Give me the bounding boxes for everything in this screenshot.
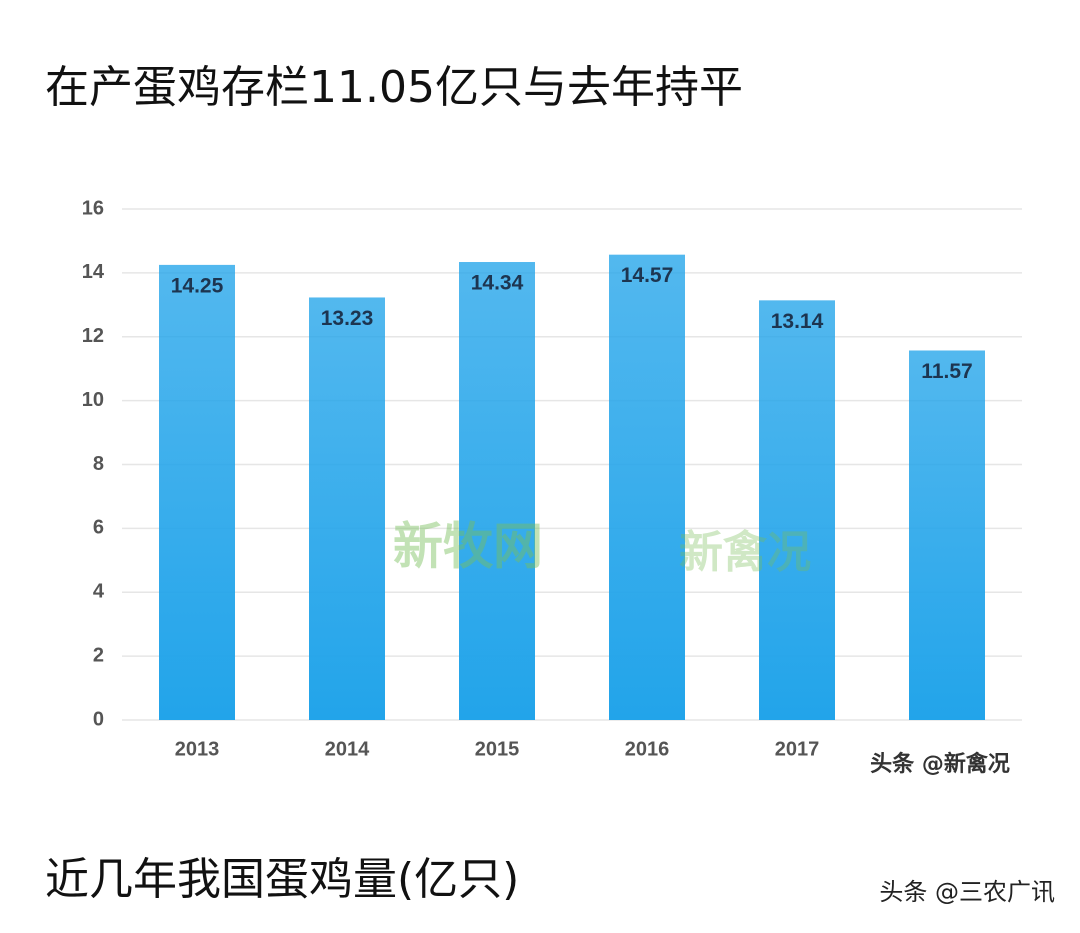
x-tick-label: 2016 — [625, 738, 670, 760]
bar — [759, 300, 835, 720]
chart-title: 在产蛋鸡存栏11.05亿只与去年持平 — [45, 62, 743, 113]
bar — [609, 254, 685, 720]
y-tick-label: 2 — [93, 644, 104, 666]
value-label: 14.34 — [471, 272, 524, 295]
caption: 近几年我国蛋鸡量(亿只) — [45, 854, 519, 905]
watermark: 头条 @新禽况 — [870, 751, 1010, 777]
x-tick-label: 2017 — [775, 738, 820, 760]
plot-area: 0 2 4 6 8 10 12 14 16 2013 14.25 2014 13.23 2015 14.34… — [82, 197, 1022, 777]
y-tick-label: 16 — [82, 197, 104, 219]
x-tick-label: 2015 — [475, 738, 520, 760]
y-tick-label: 14 — [82, 261, 105, 283]
value-label: 14.57 — [621, 264, 674, 287]
y-tick-label: 6 — [93, 517, 104, 539]
value-label: 11.57 — [921, 360, 972, 383]
x-tick-label: 2014 — [325, 738, 370, 760]
bar — [909, 350, 985, 720]
bar — [459, 262, 535, 720]
y-tick-label: 0 — [93, 708, 104, 730]
y-tick-label: 12 — [82, 325, 104, 347]
y-tick-label: 10 — [82, 389, 104, 411]
value-label: 14.25 — [171, 274, 224, 297]
source-watermark: 头条 @三农广讯 — [879, 878, 1055, 906]
y-tick-label: 4 — [93, 581, 105, 603]
bar — [159, 264, 235, 720]
x-tick-label: 2013 — [175, 738, 220, 760]
bar — [309, 297, 385, 720]
value-label: 13.14 — [771, 310, 824, 333]
value-label: 13.23 — [321, 307, 374, 330]
watermark: 新禽况 — [679, 527, 811, 578]
watermark: 新牧网 — [393, 518, 543, 576]
y-tick-label: 8 — [93, 453, 104, 475]
